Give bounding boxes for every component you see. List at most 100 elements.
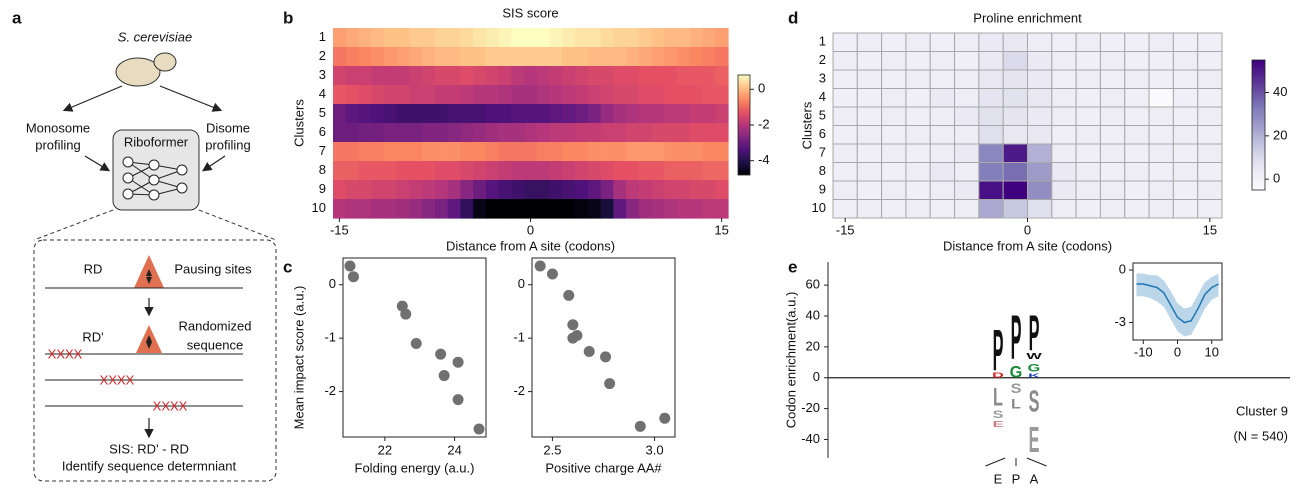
mask: XXXX xyxy=(153,398,188,413)
heatmap-cell xyxy=(345,142,360,162)
row-label: 3 xyxy=(819,71,826,86)
logo-letter: W xyxy=(1026,351,1042,361)
heatmap-cell xyxy=(715,142,729,162)
point xyxy=(410,337,422,349)
heatmap-cell xyxy=(422,142,436,162)
point xyxy=(659,412,671,424)
heatmap-cell xyxy=(511,142,525,162)
logo-letter: E xyxy=(993,419,1004,429)
y-axis-label: Codon enrichment(a.u.) xyxy=(783,292,798,429)
workflow-diagram: S. cerevisiae Monosome profiling Disome … xyxy=(26,29,277,482)
heatmap-cell xyxy=(613,199,627,219)
heatmap-cell xyxy=(677,66,691,86)
row-label: 8 xyxy=(819,163,826,178)
heatmap-cell xyxy=(485,161,500,181)
heatmap-cell xyxy=(383,142,398,162)
heatmap-cell xyxy=(1197,32,1223,52)
heatmap-cell xyxy=(978,88,1004,108)
heatmap-cell xyxy=(536,142,551,162)
heatmap-cell xyxy=(677,85,691,105)
row-label: 10 xyxy=(812,200,826,215)
heatmap-cell xyxy=(1124,125,1150,145)
heatmap-cell xyxy=(1124,143,1150,163)
heatmap-cell xyxy=(447,104,462,124)
heatmap-cell xyxy=(447,47,462,67)
heatmap-cell xyxy=(1197,162,1223,182)
heatmap-cell xyxy=(881,69,907,89)
heatmap-cell xyxy=(1148,162,1174,182)
panel-label: c xyxy=(283,257,292,276)
heatmap-cell xyxy=(485,180,500,200)
detail-box xyxy=(33,239,277,482)
heatmap-cell xyxy=(689,199,704,219)
heatmap-cell xyxy=(626,85,640,105)
heatmap-cell xyxy=(422,123,436,143)
heatmap-cell xyxy=(371,123,385,143)
heatmap-cell xyxy=(422,47,436,67)
heatmap-cell xyxy=(1197,180,1223,200)
inset-x-tick-label: 0 xyxy=(1174,344,1181,359)
heatmap-cell xyxy=(422,28,436,48)
heatmap-cell xyxy=(575,66,589,86)
heatmap-cell xyxy=(498,104,512,124)
heatmap-cell xyxy=(905,69,931,89)
heatmap-cell xyxy=(460,85,474,105)
heatmap-cell xyxy=(1075,162,1101,182)
heatmap-cell xyxy=(702,123,716,143)
heatmap-cell xyxy=(664,47,678,67)
heatmap-cell xyxy=(832,199,858,219)
heatmap-cell xyxy=(1075,106,1101,126)
heatmap-cell xyxy=(1051,199,1077,219)
heatmap-cell xyxy=(409,123,423,143)
heatmap-cell xyxy=(905,162,931,182)
heatmap-cell xyxy=(383,180,398,200)
heatmap-cell xyxy=(575,85,589,105)
heatmap-cell xyxy=(1051,32,1077,52)
heatmap-cell xyxy=(587,66,602,86)
heatmap-cell xyxy=(396,104,411,124)
heatmap-cell xyxy=(575,142,589,162)
heatmap-cell xyxy=(409,66,423,86)
heatmap-cell xyxy=(689,123,704,143)
heatmap-cell xyxy=(600,47,614,67)
heatmap-cell xyxy=(460,180,474,200)
heatmap-cell xyxy=(587,199,602,219)
row-label: 6 xyxy=(319,124,326,139)
logo-letter: S xyxy=(1029,385,1040,419)
heatmap-cell xyxy=(689,85,704,105)
monosome: profiling xyxy=(35,137,81,152)
heatmap-cell xyxy=(1051,143,1077,163)
x-tick-label: 0 xyxy=(1024,222,1031,237)
heatmap-cell xyxy=(460,123,474,143)
heatmap-cell xyxy=(626,66,640,86)
heatmap-cell xyxy=(460,66,474,86)
heatmap-cell xyxy=(1051,180,1077,200)
heatmap-cell xyxy=(832,125,858,145)
heatmap-cell xyxy=(978,106,1004,126)
heatmap-cell xyxy=(587,142,602,162)
heatmap-cell xyxy=(638,199,653,219)
heatmap-cell xyxy=(498,161,512,181)
heatmap-cell xyxy=(881,51,907,71)
heatmap-cell xyxy=(856,69,883,89)
heatmap-cell xyxy=(651,85,665,105)
row-label: 1 xyxy=(319,29,326,44)
heatmap-cell xyxy=(689,180,704,200)
heatmap-cell xyxy=(715,66,729,86)
heatmap-cell xyxy=(536,66,551,86)
heatmap-cell xyxy=(524,104,538,124)
heatmap-cell xyxy=(613,85,627,105)
heatmap-cell xyxy=(383,199,398,219)
heatmap-cell xyxy=(954,88,980,108)
heatmap-cell xyxy=(929,69,956,89)
heatmap-cell xyxy=(651,47,665,67)
logo-letter: L xyxy=(1011,397,1021,413)
heatmap-cell xyxy=(333,180,347,200)
heatmap-cell xyxy=(1148,69,1174,89)
heatmap-cell xyxy=(1099,88,1126,108)
heatmap-cell xyxy=(511,28,525,48)
heatmap-cell xyxy=(371,66,385,86)
x-axis-label: Folding energy (a.u.) xyxy=(355,460,475,475)
inset-line xyxy=(1136,283,1219,324)
heatmap-cell xyxy=(1051,88,1077,108)
